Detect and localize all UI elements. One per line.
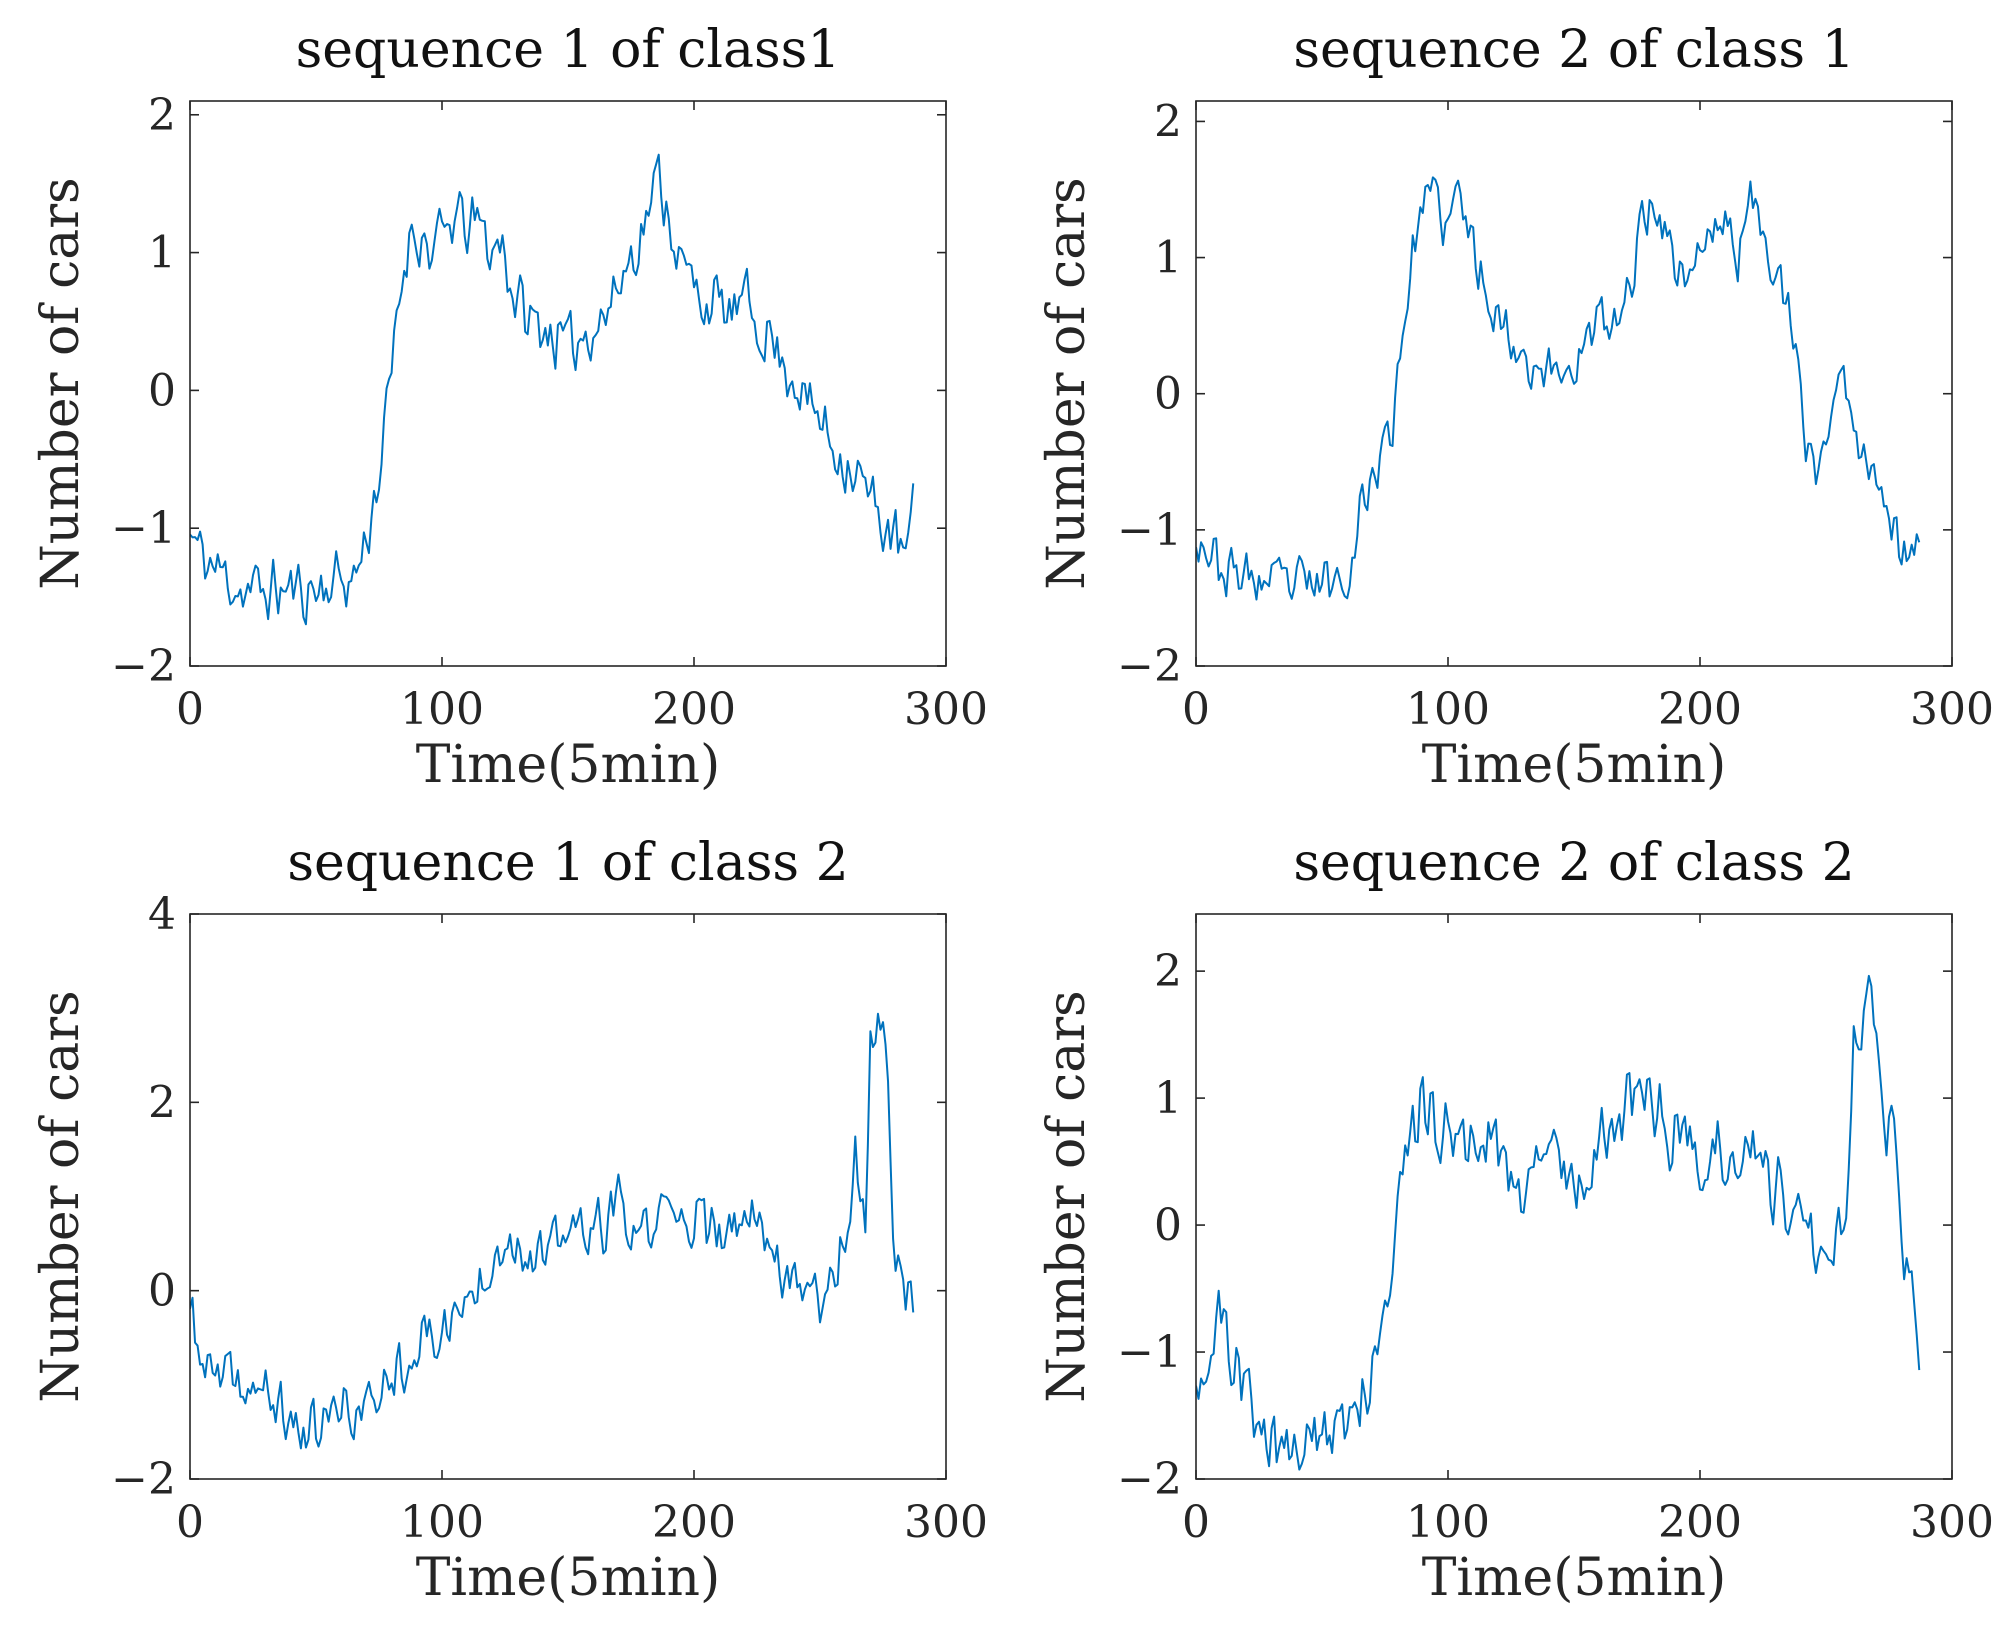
y-tick-label: −1 bbox=[111, 503, 176, 554]
chart-panel-2: 0 100 200 300 −2 −1 0 1 2 sequence 2 of class 1 Ti… bbox=[1037, 20, 1994, 795]
x-tick-label: 300 bbox=[1910, 1497, 1994, 1548]
y-tick-label: 0 bbox=[1154, 369, 1182, 420]
series-line-4-1 bbox=[1196, 974, 1921, 1471]
x-axis-label: Time(5min) bbox=[416, 1548, 720, 1608]
series-line-1-1 bbox=[190, 153, 915, 626]
chart-title: sequence 1 of class1 bbox=[296, 20, 841, 80]
x-tick-label: 100 bbox=[400, 684, 484, 735]
x-tick-label: 100 bbox=[400, 1497, 484, 1548]
y-tick-label: −2 bbox=[1117, 641, 1182, 692]
y-tick-label: 2 bbox=[1154, 96, 1182, 147]
y-tick-label: −2 bbox=[111, 641, 176, 692]
chart-panel-1: 0 100 200 300 −2 −1 0 1 2 sequence 1 of class1 Tim… bbox=[31, 20, 988, 795]
x-tick-label: 200 bbox=[652, 1497, 736, 1548]
y-tick-label: −2 bbox=[1117, 1454, 1182, 1505]
x-tick-label: 300 bbox=[1910, 684, 1994, 735]
y-tick-label: 0 bbox=[1154, 1200, 1182, 1251]
axes-box bbox=[189, 100, 947, 667]
x-tick-label: 300 bbox=[904, 684, 988, 735]
y-tick-label: 1 bbox=[1154, 233, 1182, 284]
chart-title: sequence 1 of class 2 bbox=[287, 833, 848, 893]
x-tick-label: 0 bbox=[1182, 684, 1210, 735]
x-axis-label: Time(5min) bbox=[1422, 1548, 1726, 1608]
y-tick-label: 0 bbox=[148, 365, 176, 416]
axes-box bbox=[1195, 100, 1953, 667]
y-tick-label: −1 bbox=[1117, 505, 1182, 556]
x-axis-label: Time(5min) bbox=[416, 735, 720, 795]
chart-title: sequence 2 of class 2 bbox=[1293, 833, 1854, 893]
y-tick-label: −1 bbox=[1117, 1327, 1182, 1378]
y-axis-label: Number of cars bbox=[31, 990, 91, 1403]
y-tick-label: 2 bbox=[148, 1077, 176, 1128]
axes-box bbox=[1195, 913, 1953, 1480]
x-tick-label: 0 bbox=[176, 684, 204, 735]
y-tick-label: 2 bbox=[148, 90, 176, 141]
x-tick-label: 200 bbox=[652, 684, 736, 735]
x-tick-label: 100 bbox=[1406, 684, 1490, 735]
x-axis-label: Time(5min) bbox=[1422, 735, 1726, 795]
x-tick-label: 0 bbox=[176, 1497, 204, 1548]
chart-panel-4: 0 100 200 300 −2 −1 0 1 2 sequence 2 of class 2 Ti… bbox=[1037, 833, 1994, 1608]
series-line-3-1 bbox=[190, 1012, 915, 1450]
series-line-2-1 bbox=[1196, 176, 1921, 601]
axes-box bbox=[189, 913, 947, 1480]
x-tick-label: 0 bbox=[1182, 1497, 1210, 1548]
y-tick-label: −2 bbox=[111, 1454, 176, 1505]
y-tick-label: 4 bbox=[148, 889, 176, 940]
x-tick-label: 300 bbox=[904, 1497, 988, 1548]
y-tick-label: 0 bbox=[148, 1266, 176, 1317]
chart-title: sequence 2 of class 1 bbox=[1293, 20, 1854, 80]
y-axis-label: Number of cars bbox=[1037, 177, 1097, 590]
y-tick-label: 1 bbox=[1154, 1073, 1182, 1124]
y-axis-label: Number of cars bbox=[1037, 990, 1097, 1403]
x-tick-label: 200 bbox=[1658, 1497, 1742, 1548]
y-tick-label: 2 bbox=[1154, 946, 1182, 997]
x-tick-label: 200 bbox=[1658, 684, 1742, 735]
x-tick-label: 100 bbox=[1406, 1497, 1490, 1548]
y-tick-label: 1 bbox=[148, 228, 176, 279]
y-axis-label: Number of cars bbox=[31, 177, 91, 590]
